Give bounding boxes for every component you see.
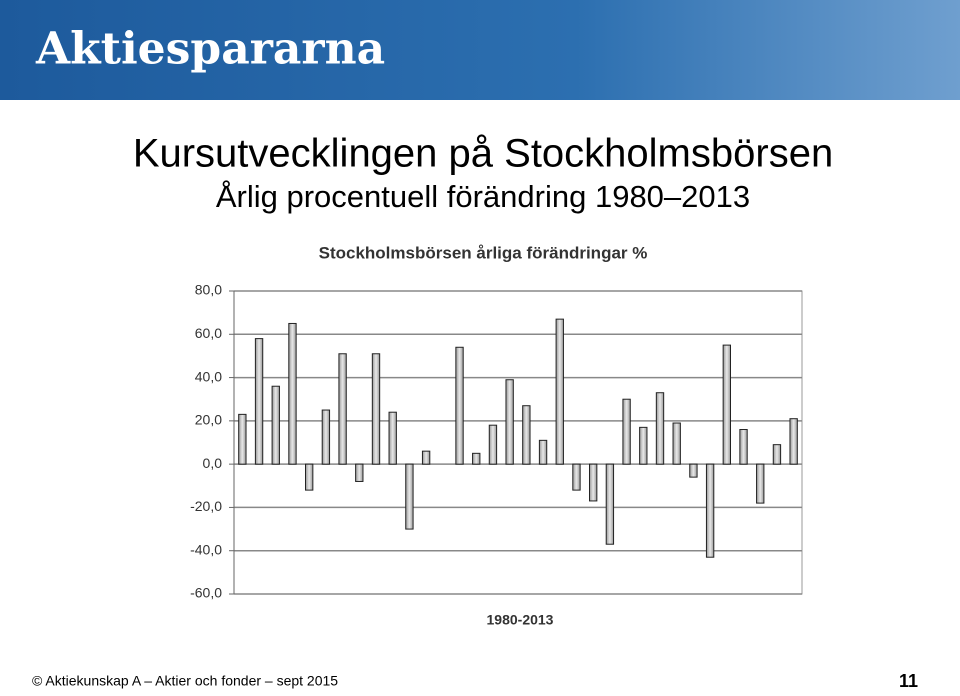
bar (405, 463, 414, 530)
bar (705, 463, 715, 558)
bar (238, 413, 247, 465)
logo: Aktiespararna (35, 24, 385, 75)
bar (522, 405, 531, 465)
bar (756, 463, 765, 504)
bar (672, 422, 681, 465)
chart-title: Stockholmsbörsen årliga förändringar % (319, 243, 648, 262)
bar (288, 322, 297, 465)
bar (789, 418, 798, 465)
slide-subtitle: Årlig procentuell förändring 1980–2013 (216, 179, 750, 214)
bar (655, 392, 665, 465)
bar (605, 463, 615, 545)
bar (488, 424, 498, 465)
plot-area (233, 290, 803, 595)
bar (338, 353, 347, 465)
bar (622, 398, 631, 465)
bar (555, 318, 564, 465)
bar (572, 463, 581, 491)
y-tick-label: 40,0 (195, 368, 222, 384)
header-banner (0, 0, 960, 100)
bar (355, 463, 364, 482)
bar (589, 463, 598, 502)
bar (254, 338, 264, 465)
bar (455, 346, 464, 465)
bar (538, 439, 548, 465)
bar (388, 411, 397, 465)
bar (772, 444, 782, 465)
bar (421, 450, 431, 465)
bar (505, 379, 514, 465)
bar (739, 429, 748, 465)
bar (371, 353, 381, 465)
bar (271, 385, 280, 465)
bar (321, 409, 331, 465)
y-tick-label: -20,0 (190, 498, 222, 514)
x-axis-label: 1980-2013 (487, 612, 554, 628)
slide-title: Kursutvecklingen på Stockholmsbörsen (133, 132, 833, 176)
y-tick-label: 0,0 (203, 455, 223, 471)
bar (639, 426, 648, 465)
bar (722, 344, 731, 465)
bar (305, 463, 314, 491)
plot: -60,0 -40,0 -20,0 0,0 20,0 40,0 60,0 80,0 (190, 282, 803, 601)
bar (689, 463, 698, 478)
page-number: 11 (899, 671, 918, 691)
y-tick-label: 60,0 (195, 325, 222, 341)
footer-text: © Aktiekunskap A – Aktier och fonder – s… (32, 673, 338, 689)
y-tick-label: 80,0 (195, 282, 222, 298)
bar (472, 452, 481, 465)
y-tick-label: -60,0 (190, 585, 222, 601)
y-tick-label: 20,0 (195, 412, 222, 428)
y-tick-label: -40,0 (190, 541, 222, 557)
